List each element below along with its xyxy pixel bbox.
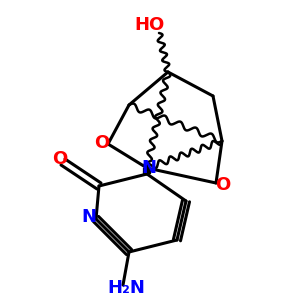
Text: N: N (81, 208, 96, 226)
Text: O: O (94, 134, 109, 152)
Text: HO: HO (135, 16, 165, 34)
Text: O: O (52, 150, 68, 168)
Text: O: O (215, 176, 230, 194)
Text: H₂N: H₂N (107, 279, 145, 297)
Text: N: N (141, 159, 156, 177)
